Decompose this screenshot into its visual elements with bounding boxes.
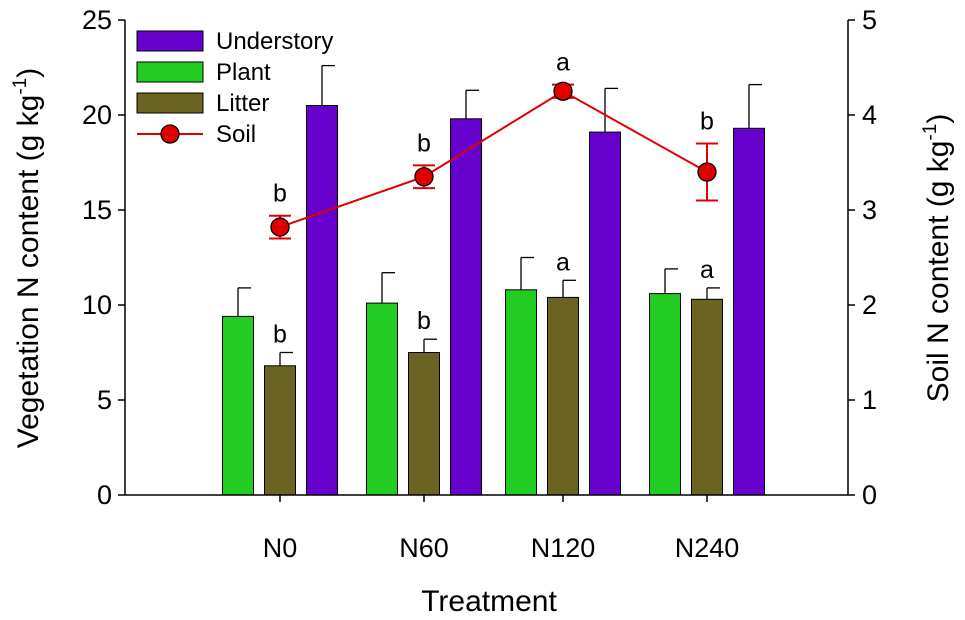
plant-bar	[649, 293, 681, 496]
x-axis-title: Treatment	[421, 585, 557, 618]
x-tick-label: N60	[399, 533, 449, 563]
legend-understory-swatch	[136, 30, 204, 52]
soil-point	[697, 162, 717, 182]
soil-point	[553, 81, 573, 101]
y-tick-label: 10	[82, 290, 112, 320]
legend-plant-label: Plant	[216, 59, 271, 86]
soil-significance-label: b	[700, 108, 714, 136]
y2-tick-label: 5	[862, 5, 877, 35]
y-axis-title: Vegetation N content (g kg-1)	[10, 68, 45, 448]
understory-bar	[589, 131, 621, 496]
legend-soil-label: Soil	[216, 121, 256, 148]
x-tick-label: N240	[675, 533, 740, 563]
litter-bar	[547, 296, 579, 496]
legend-understory-label: Understory	[216, 28, 333, 55]
y2-axis-title-superscript: -1	[920, 124, 941, 141]
y2-tick-label: 1	[862, 385, 877, 415]
y2-tick-label: 4	[862, 100, 877, 130]
legend-litter-label: Litter	[216, 90, 269, 117]
plot-area: b b a a b b a b	[222, 49, 765, 496]
y2-tick-label: 3	[862, 195, 877, 225]
y-tick-label: 25	[82, 5, 112, 35]
litter-significance-label: a	[556, 248, 570, 276]
litter-bar	[691, 298, 723, 496]
plant-bar	[366, 302, 398, 496]
understory-bar	[733, 127, 765, 496]
soil-significance-label: a	[556, 49, 570, 77]
soil-series-line	[279, 90, 708, 229]
y2-tick-label: 0	[862, 480, 877, 510]
y-tick-label: 20	[82, 100, 112, 130]
soil-significance-label: b	[273, 180, 287, 208]
axis-ticks: 0 5 10 15 20 25 0 1 2 3 4 5 N0 N60 N120 N240	[82, 5, 877, 563]
soil-point	[270, 217, 290, 237]
litter-bar	[264, 365, 296, 496]
y2-tick-label: 2	[862, 290, 877, 320]
y-axis-title-superscript: -1	[10, 78, 31, 95]
plant-bar	[505, 289, 537, 496]
legend: Understory Plant Litter Soil	[136, 28, 333, 148]
y-tick-label: 0	[97, 480, 112, 510]
understory-bar	[450, 118, 482, 496]
legend-litter-swatch	[136, 92, 204, 114]
plant-bar	[222, 315, 254, 496]
litter-significance-label: a	[700, 256, 714, 284]
y2-axis-title: Soil N content (g kg-1)	[920, 114, 955, 403]
soil-point	[414, 167, 434, 187]
axes	[124, 20, 849, 496]
x-tick-label: N120	[531, 533, 596, 563]
soil-significance-label: b	[417, 129, 431, 157]
legend-plant-swatch	[136, 61, 204, 83]
y-tick-label: 5	[97, 385, 112, 415]
x-tick-label: N0	[263, 533, 298, 563]
legend-soil-marker	[160, 124, 180, 144]
litter-significance-label: b	[417, 307, 431, 335]
y-tick-label: 15	[82, 195, 112, 225]
litter-significance-label: b	[273, 321, 287, 349]
litter-bar	[408, 352, 440, 496]
understory-bar	[306, 105, 338, 496]
